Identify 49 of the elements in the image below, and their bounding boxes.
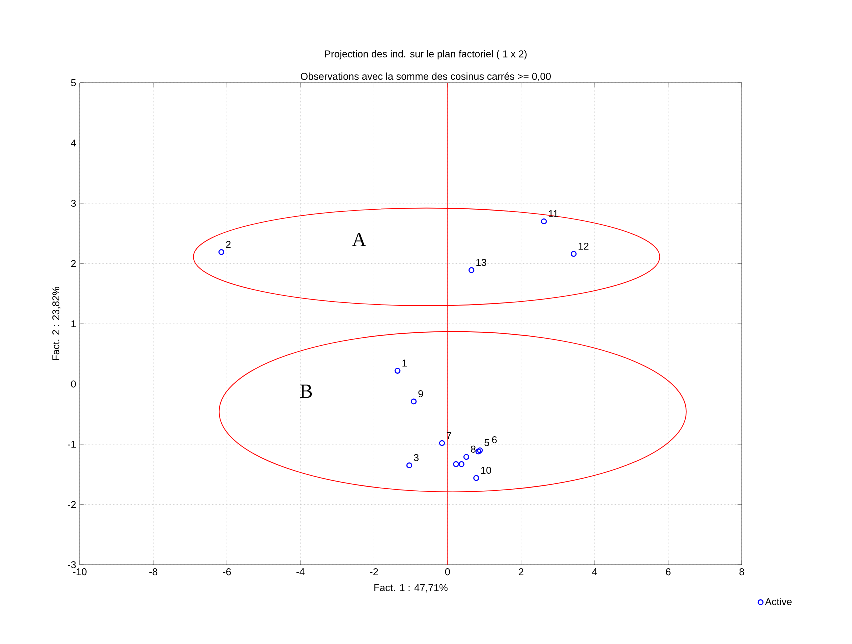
x-tick-label: -6 [223, 568, 232, 576]
legend-label: Active [765, 598, 792, 606]
point [464, 454, 470, 460]
point [474, 475, 480, 482]
annotation: A [352, 233, 366, 246]
point [453, 461, 460, 468]
annotation: B [300, 384, 312, 398]
point [541, 218, 548, 225]
x-tick-label: -2 [370, 568, 378, 576]
x-tick-label: -8 [150, 568, 158, 576]
y-tick-label: 4 [71, 140, 76, 147]
annotation: 13 [476, 259, 487, 266]
x-tick-label: 2 [519, 568, 524, 576]
annotation: 8 [471, 446, 476, 453]
x-tick-label: 8 [740, 568, 744, 576]
annotation: 3 [414, 454, 419, 462]
chart-subtitle: Observations avec la somme des cosinus carrés >= 0,00 [301, 72, 552, 82]
point [439, 440, 446, 446]
point [468, 267, 475, 274]
point [218, 249, 225, 256]
point [410, 398, 417, 405]
annotation: 11 [549, 210, 558, 218]
y-axis-title: Fact. 2 : 23,82% [52, 287, 61, 360]
y-tick-label: 1 [72, 320, 76, 328]
annotation: 1 [402, 360, 408, 367]
chart-title: Projection des ind. sur le plan factoriel ( 1 x 2) [325, 50, 527, 60]
y-tick-label: 2 [71, 260, 76, 268]
annotation: 2 [226, 241, 231, 248]
annotation: 9 [418, 390, 424, 398]
point [394, 368, 401, 374]
x-tick-label: 6 [666, 568, 671, 576]
annotation: 10 [481, 466, 492, 474]
x-tick-label: -4 [296, 568, 305, 576]
annotation: 6 [492, 436, 497, 444]
y-tick-label: -3 [68, 561, 76, 569]
y-tick-label: -2 [68, 501, 76, 508]
point [458, 461, 465, 468]
point [406, 462, 412, 469]
y-tick-label: -1 [68, 441, 76, 448]
x-axis-title: Fact. 1 : 47,71% [374, 584, 448, 593]
annotation: 5 [484, 439, 490, 446]
annotation: 12 [578, 242, 589, 250]
y-tick-label: 0 [71, 380, 76, 388]
x-tick-label: 4 [592, 568, 598, 576]
point [570, 251, 577, 258]
y-tick-label: 5 [71, 80, 76, 86]
x-tick-label: 0 [445, 568, 450, 576]
y-tick-label: 3 [71, 200, 76, 208]
x-tick-label: -10 [73, 568, 87, 576]
